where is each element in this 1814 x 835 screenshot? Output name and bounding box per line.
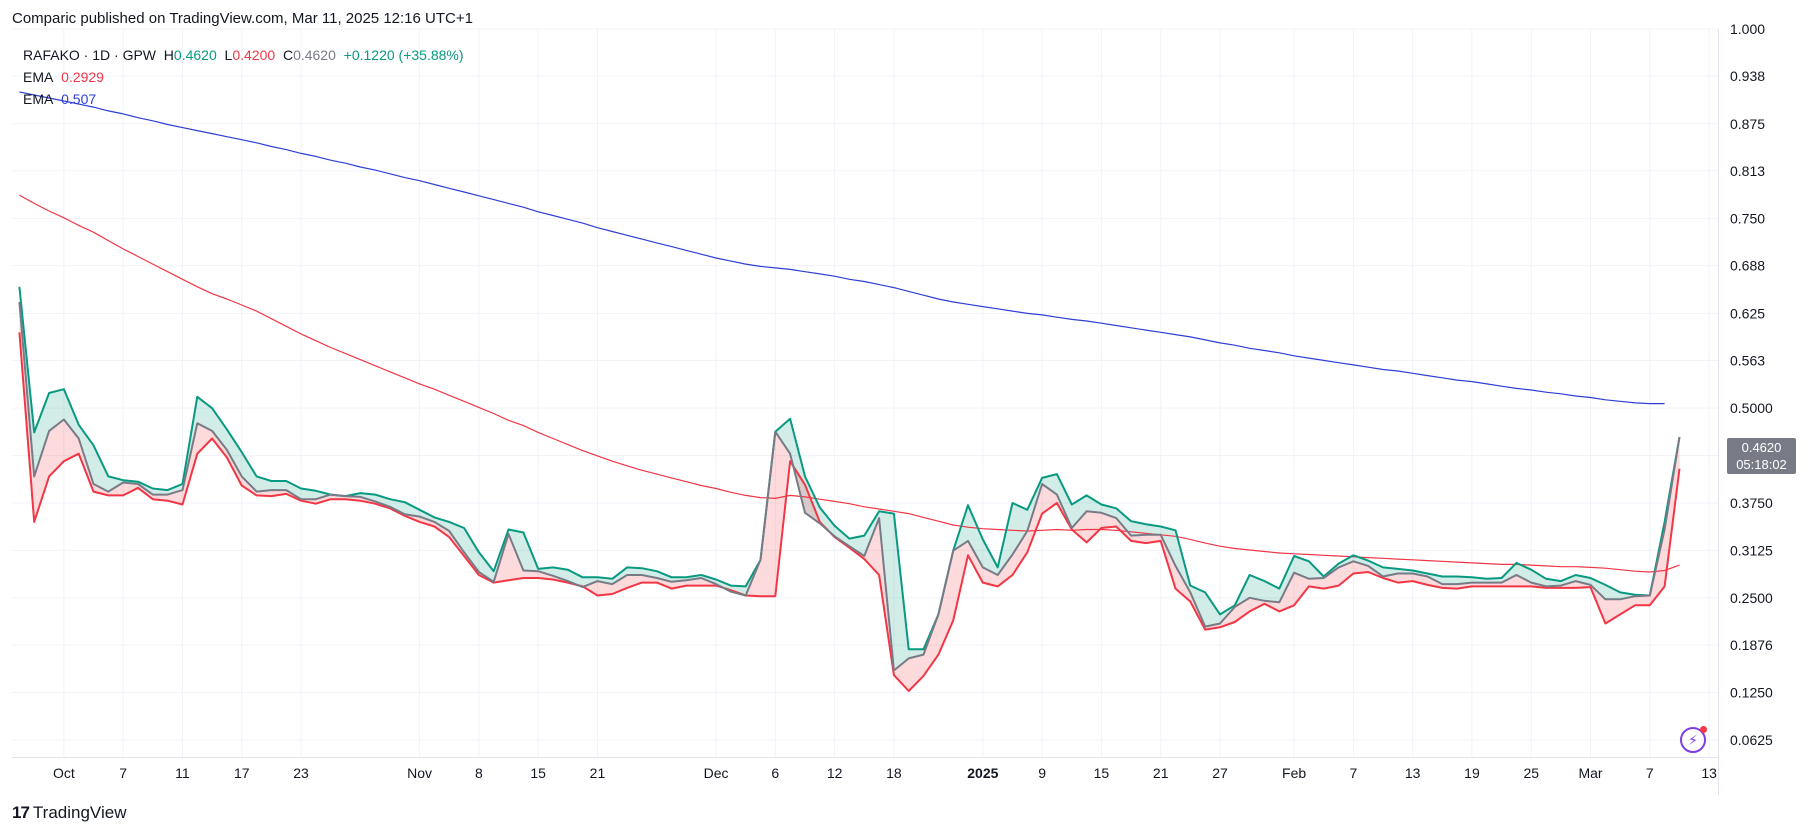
bar-countdown: 05:18:02 (1736, 457, 1787, 472)
notification-dot (1700, 726, 1707, 733)
x-tick-label: 21 (590, 765, 606, 781)
x-tick-label: 2025 (967, 765, 998, 781)
y-tick-label: 0.3750 (1730, 495, 1773, 511)
x-tick-label: Nov (407, 765, 432, 781)
low-line (18, 332, 1681, 692)
x-tick-label: Mar (1578, 765, 1602, 781)
legend: RAFAKO · 1D · GPW H0.4620 L0.4200 C0.462… (23, 44, 464, 110)
ema-fast-value: 0.2929 (61, 69, 104, 85)
x-tick-label: 6 (771, 765, 779, 781)
tradingview-brand: TradingView (32, 803, 127, 822)
x-tick-label: 23 (293, 765, 309, 781)
x-tick-label: 12 (827, 765, 843, 781)
high-value: 0.4620 (173, 47, 217, 63)
low-value: 0.4200 (232, 47, 276, 63)
ema-slow-line (19, 91, 1665, 405)
y-tick-label: 0.1250 (1730, 685, 1773, 701)
change-value: +0.1220 (+35.88%) (343, 47, 464, 63)
high-label: H (163, 47, 174, 63)
x-tick-label: 17 (234, 765, 250, 781)
x-tick-label: 8 (475, 765, 483, 781)
x-tick-label: Oct (53, 765, 75, 781)
x-tick-label: 19 (1464, 765, 1480, 781)
chart-grid (12, 28, 1718, 757)
y-tick-label: 0.688 (1730, 258, 1765, 274)
series-lines (18, 91, 1681, 692)
y-tick-label: 0.625 (1730, 305, 1765, 321)
hlc-area-fills (19, 286, 1680, 691)
x-tick-label: 9 (1038, 765, 1046, 781)
price-axis-border (1718, 29, 1719, 795)
x-tick-label: 13 (1405, 765, 1421, 781)
ema-fast-label: EMA (23, 69, 54, 85)
x-tick-label: 21 (1153, 765, 1169, 781)
x-tick-label: 7 (1646, 765, 1654, 781)
low-label: L (224, 47, 233, 63)
publisher-caption: Comparic published on TradingView.com, M… (12, 10, 473, 27)
y-tick-label: 0.563 (1730, 352, 1765, 368)
x-tick-label: 18 (886, 765, 902, 781)
close-label: C (282, 47, 294, 63)
y-tick-label: 0.3125 (1730, 542, 1773, 558)
high-line (18, 286, 1681, 651)
price-axis[interactable]: 1.000 0.938 0.875 0.813 0.750 0.688 0.625 0.563… (1730, 21, 1773, 748)
x-tick-label: Feb (1282, 765, 1306, 781)
y-tick-label: 0.0625 (1730, 732, 1773, 748)
time-axis-border (12, 757, 1718, 758)
x-tick-label: 7 (119, 765, 127, 781)
y-tick-label: 0.813 (1730, 163, 1765, 179)
x-tick-label: Dec (704, 765, 729, 781)
y-tick-label: 0.875 (1730, 116, 1765, 132)
y-tick-label: 1.000 (1730, 21, 1765, 37)
x-tick-label: 15 (530, 765, 546, 781)
symbol-label[interactable]: RAFAKO · 1D · GPW (23, 47, 157, 63)
legend-ema-slow-row[interactable]: EMA 0.507 (23, 88, 464, 110)
tradingview-logo[interactable]: 17 TradingView (12, 803, 126, 823)
last-price-badge: 0.4620 05:18:02 (1727, 438, 1796, 474)
close-line (18, 301, 1681, 672)
x-tick-label: 13 (1701, 765, 1717, 781)
y-tick-label: 0.750 (1730, 211, 1765, 227)
close-value: 0.4620 (293, 47, 336, 63)
high-close-fill (19, 286, 1680, 671)
ema-slow-label: EMA (23, 91, 54, 107)
y-tick-label: 0.938 (1730, 68, 1765, 84)
lightning-icon[interactable]: ⚡ (1680, 726, 1707, 753)
ema-fast-line (19, 194, 1680, 573)
x-tick-label: 7 (1349, 765, 1357, 781)
y-tick-label: 0.5000 (1730, 400, 1773, 416)
x-tick-label: 27 (1212, 765, 1228, 781)
last-price-value: 0.4620 (1741, 440, 1782, 455)
ema-slow-value: 0.507 (61, 91, 97, 107)
tradingview-logo-mark: 17 (12, 803, 30, 822)
x-tick-label: 25 (1523, 765, 1539, 781)
legend-main-row[interactable]: RAFAKO · 1D · GPW H0.4620 L0.4200 C0.462… (23, 44, 464, 66)
x-tick-label: 15 (1094, 765, 1110, 781)
y-tick-label: 0.2500 (1730, 590, 1773, 606)
time-axis[interactable]: Oct 7 11 17 23 Nov 8 15 21 Dec 6 12 18 2025 9 15 21 27 Feb… (53, 765, 1717, 781)
y-tick-label: 0.1876 (1730, 637, 1773, 653)
x-tick-label: 11 (175, 765, 190, 781)
legend-ema-fast-row[interactable]: EMA 0.2929 (23, 66, 464, 88)
